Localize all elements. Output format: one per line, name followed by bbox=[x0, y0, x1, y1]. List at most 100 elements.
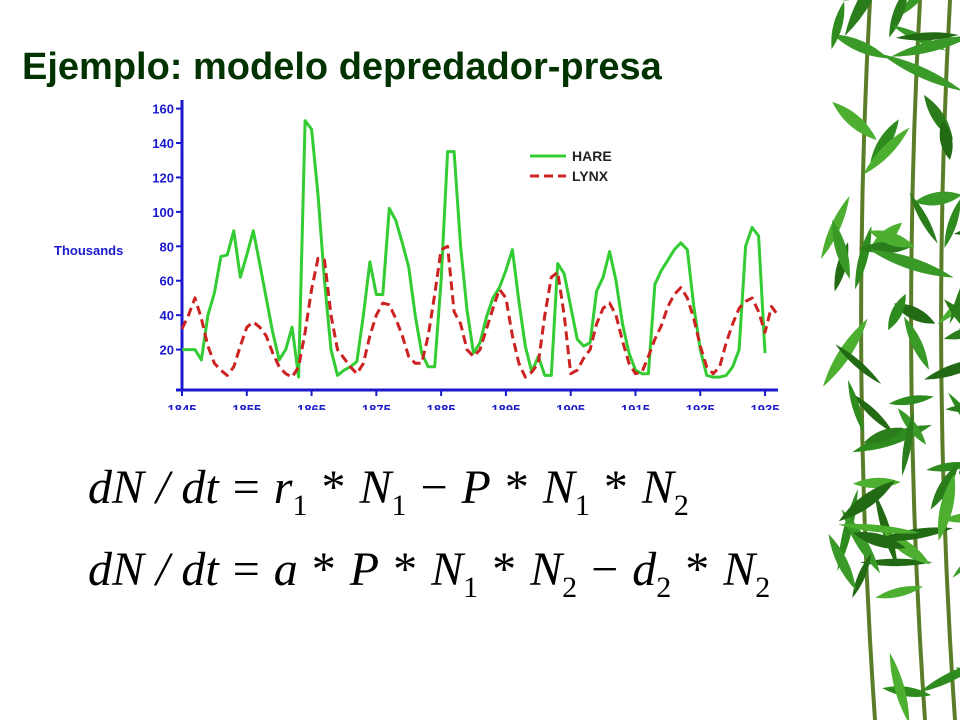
x-tick-label: 1875 bbox=[362, 402, 391, 410]
bamboo-leaf bbox=[938, 473, 956, 541]
variable: P bbox=[349, 543, 380, 596]
y-axis-label: Thousands bbox=[54, 243, 123, 258]
bamboo-leaf bbox=[952, 534, 960, 578]
series-line-lynx bbox=[180, 244, 780, 379]
bamboo-leaf bbox=[837, 488, 858, 572]
bamboo-leaf bbox=[930, 463, 959, 510]
x-tick-label: 1905 bbox=[556, 402, 585, 410]
bamboo-leaf bbox=[895, 32, 959, 41]
bamboo-leaf bbox=[844, 0, 888, 37]
bamboo-leaf bbox=[832, 219, 850, 279]
bamboo-leaf bbox=[944, 198, 960, 248]
bamboo-leaf bbox=[919, 661, 960, 693]
subscript: 1 bbox=[463, 571, 479, 604]
bamboo-leaf bbox=[852, 553, 872, 598]
equation-predator: dN / dt = a * P * N1 * N2 − d2 * N2 bbox=[88, 542, 770, 605]
bamboo-leaf bbox=[888, 395, 934, 406]
y-tick-label: 160 bbox=[152, 102, 174, 117]
bamboo-leaf bbox=[943, 324, 960, 340]
equals-sign: = bbox=[232, 543, 272, 596]
bamboo-leaf bbox=[832, 101, 877, 141]
bamboo-leaf bbox=[889, 652, 910, 720]
bamboo-leaf bbox=[828, 533, 857, 591]
bamboo-leaf bbox=[937, 282, 960, 325]
bamboo-leaf bbox=[939, 120, 953, 160]
bamboo-leaf bbox=[882, 686, 932, 697]
bamboo-decoration bbox=[821, 0, 960, 720]
bamboo-leaf bbox=[855, 226, 872, 290]
bamboo-leaf bbox=[837, 523, 920, 534]
variable: N2 bbox=[723, 543, 771, 604]
bamboo-leaf bbox=[838, 480, 896, 522]
variable: a bbox=[273, 543, 298, 596]
bamboo-leaf bbox=[897, 0, 937, 18]
bamboo-leaf bbox=[904, 316, 929, 370]
bamboo-leaf bbox=[852, 477, 901, 489]
x-tick-label: 1895 bbox=[491, 402, 520, 410]
x-tick-label: 1885 bbox=[427, 402, 456, 410]
hare-lynx-chart: 20 40 60 80 100 120 140 160 1845 1855 1865 1875 1885… bbox=[54, 100, 780, 410]
bamboo-leaf bbox=[945, 404, 960, 413]
bamboo-leaf bbox=[881, 54, 960, 91]
bamboo-stem bbox=[909, 0, 927, 720]
variable: r1 bbox=[273, 461, 308, 522]
bamboo-leaf bbox=[888, 293, 906, 331]
legend-label-lynx: LYNX bbox=[572, 168, 609, 184]
bamboo-leaf bbox=[926, 462, 960, 472]
y-tick-label: 120 bbox=[152, 170, 174, 185]
operator: * bbox=[299, 543, 348, 596]
operator: * bbox=[309, 461, 358, 514]
bamboo-stem bbox=[939, 0, 957, 720]
x-tick-label: 1865 bbox=[297, 402, 326, 410]
bamboo-leaf bbox=[948, 392, 960, 464]
bamboo-leaf bbox=[852, 393, 894, 433]
y-tick-label: 60 bbox=[160, 274, 174, 289]
equation-lhs: dN / dt bbox=[88, 543, 231, 596]
bamboo-leaf bbox=[869, 249, 954, 278]
variable: N1 bbox=[359, 461, 407, 522]
equation-prey: dN / dt = r1 * N1 − P * N1 * N2 bbox=[88, 460, 689, 523]
bamboo-leaf bbox=[889, 0, 908, 38]
operator: * bbox=[492, 461, 541, 514]
y-tick-label: 140 bbox=[152, 136, 174, 151]
x-tick-label: 1915 bbox=[621, 402, 650, 410]
y-tick-label: 20 bbox=[160, 343, 174, 358]
bamboo-leaf bbox=[914, 191, 960, 206]
subscript: 2 bbox=[562, 571, 578, 604]
operator: − bbox=[579, 543, 631, 596]
bamboo-leaf bbox=[875, 586, 924, 599]
x-tick-label: 1925 bbox=[686, 402, 715, 410]
variable: N2 bbox=[530, 543, 578, 604]
operator: * bbox=[673, 543, 722, 596]
bamboo-leaf bbox=[943, 512, 960, 523]
equation-lhs: dN / dt bbox=[88, 461, 231, 514]
variable: N1 bbox=[542, 461, 590, 522]
y-tick-label: 40 bbox=[160, 308, 174, 323]
x-tick-label: 1845 bbox=[168, 402, 197, 410]
operator: * bbox=[381, 543, 430, 596]
variable: d2 bbox=[632, 543, 672, 604]
bamboo-leaf bbox=[831, 1, 845, 50]
y-tick-label: 80 bbox=[160, 239, 174, 254]
subscript: 2 bbox=[656, 571, 672, 604]
variable: N1 bbox=[431, 543, 479, 604]
bamboo-leaf bbox=[848, 379, 864, 434]
legend-label-hare: HARE bbox=[572, 148, 612, 164]
bamboo-leaf bbox=[832, 34, 889, 59]
subscript: 2 bbox=[673, 489, 689, 522]
bamboo-leaf bbox=[874, 527, 953, 542]
variable: N2 bbox=[641, 461, 689, 522]
equals-sign: = bbox=[232, 461, 272, 514]
operator: − bbox=[408, 461, 460, 514]
subscript: 1 bbox=[391, 489, 407, 522]
bamboo-leaf bbox=[835, 344, 882, 385]
x-tick-label: 1935 bbox=[751, 402, 780, 410]
subscript: 1 bbox=[574, 489, 590, 522]
bamboo-stem bbox=[859, 0, 877, 720]
subscript: 2 bbox=[755, 571, 771, 604]
operator: * bbox=[480, 543, 529, 596]
series-line-hare bbox=[182, 119, 767, 379]
bamboo-leaf bbox=[869, 230, 915, 248]
bamboo-leaf bbox=[924, 94, 953, 140]
slide-title: Ejemplo: modelo depredador-presa bbox=[22, 46, 662, 88]
